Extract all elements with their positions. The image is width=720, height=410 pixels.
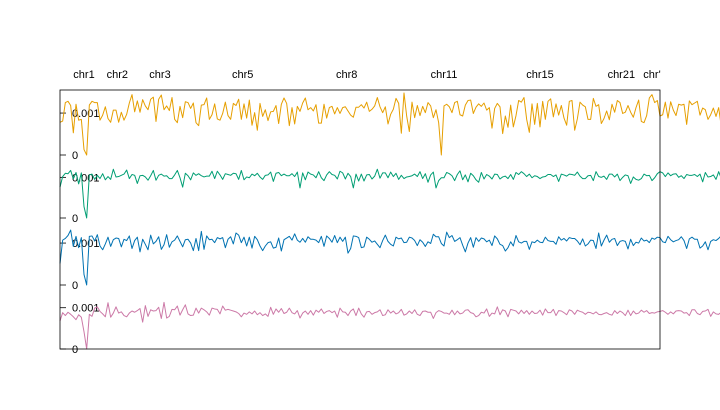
chromosome-labels: chr1 chr2 chr3 chr5 chr8 chr11 chr15 chr21 chr' [73,69,660,81]
y-tick-label: 0.001 [72,108,100,120]
chromosome-label: chr' [643,69,660,81]
series-line-1 [59,92,720,156]
y-tick-label: 0 [72,150,78,162]
chromosome-label: chr8 [336,69,357,81]
plot-frame [59,89,661,350]
y-tick-label: 0 [72,213,78,225]
series-line-3 [59,229,720,286]
chromosome-label: chr3 [149,69,170,81]
y-tick-label: 0 [72,280,78,292]
series-line-4 [59,301,720,350]
track-1: 0.001 0 [59,92,720,162]
y-tick-label: 0.001 [72,303,100,315]
chromosome-label: chr21 [608,69,636,81]
chromosome-label: chr5 [232,69,253,81]
chromosome-label: chr11 [431,69,458,81]
y-tick-label: 0 [72,344,78,356]
track-4: 0.001 0 [59,301,720,356]
chromosome-label: chr2 [107,69,128,81]
series-line-2 [59,168,720,219]
chromosome-label: chr15 [526,69,554,81]
chromosome-label: chr1 [73,69,94,81]
